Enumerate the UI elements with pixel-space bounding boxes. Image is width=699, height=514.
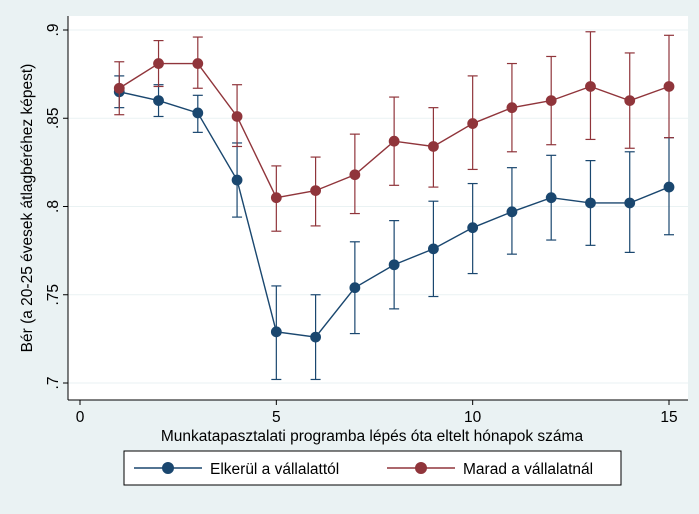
data-point: [624, 197, 636, 209]
data-point: [663, 181, 675, 193]
data-point: [310, 185, 322, 197]
data-point: [349, 282, 361, 294]
y-tick-label: .8: [45, 200, 62, 213]
data-point: [427, 243, 439, 255]
data-point: [585, 81, 596, 92]
x-tick-label: 10: [464, 409, 482, 426]
data-point: [270, 192, 282, 204]
data-point: [270, 326, 282, 338]
x-tick-label: 15: [660, 409, 677, 426]
data-point: [585, 197, 596, 209]
series-2: [113, 31, 675, 232]
data-point: [310, 331, 322, 343]
data-point: [231, 111, 243, 122]
data-point: [153, 95, 164, 106]
data-point: [153, 58, 164, 69]
y-tick-label: .7: [45, 377, 62, 390]
y-tick-label: .85: [45, 107, 62, 129]
legend-label-1: Elkerül a vállalattól: [210, 461, 339, 478]
legend-label-2: Marad a vállalatnál: [463, 461, 593, 478]
data-point: [663, 81, 675, 92]
legend-item-1: Elkerül a vállalattól: [134, 461, 339, 478]
data-point: [388, 259, 400, 271]
data-point: [388, 135, 400, 147]
data-point: [624, 95, 636, 106]
x-axis-title: Munkatapasztalati programba lépés óta el…: [161, 428, 584, 445]
data-point: [545, 192, 557, 204]
data-point: [192, 107, 204, 119]
y-axis-title: Bér (a 20-25 évesek átlagbéréhez képest): [19, 64, 36, 353]
legend-item-2: Marad a vállalatnál: [387, 461, 593, 478]
gridlines: [68, 29, 688, 384]
data-point: [231, 174, 243, 186]
axes: .7 .75 .8 .85 .9 0 5 10 15: [45, 16, 688, 426]
series-layer: [113, 31, 675, 381]
legend: Elkerül a vállalattól Marad a vállalatná…: [123, 450, 622, 486]
data-point: [506, 102, 518, 114]
data-point: [192, 58, 204, 69]
legend-marker-1: [162, 462, 174, 474]
data-point: [467, 222, 479, 234]
y-tick-label: .9: [45, 24, 62, 37]
data-point: [545, 95, 557, 106]
data-point: [427, 141, 439, 152]
plot-area: [68, 16, 688, 400]
x-tick-label: 0: [76, 409, 85, 426]
y-tick-label: .75: [45, 284, 62, 306]
legend-marker-2: [415, 462, 427, 474]
data-point: [113, 82, 125, 94]
data-point: [506, 206, 518, 218]
data-point: [467, 118, 479, 129]
legend-box: [123, 450, 622, 486]
x-tick-label: 5: [272, 409, 281, 426]
data-point: [349, 169, 361, 181]
